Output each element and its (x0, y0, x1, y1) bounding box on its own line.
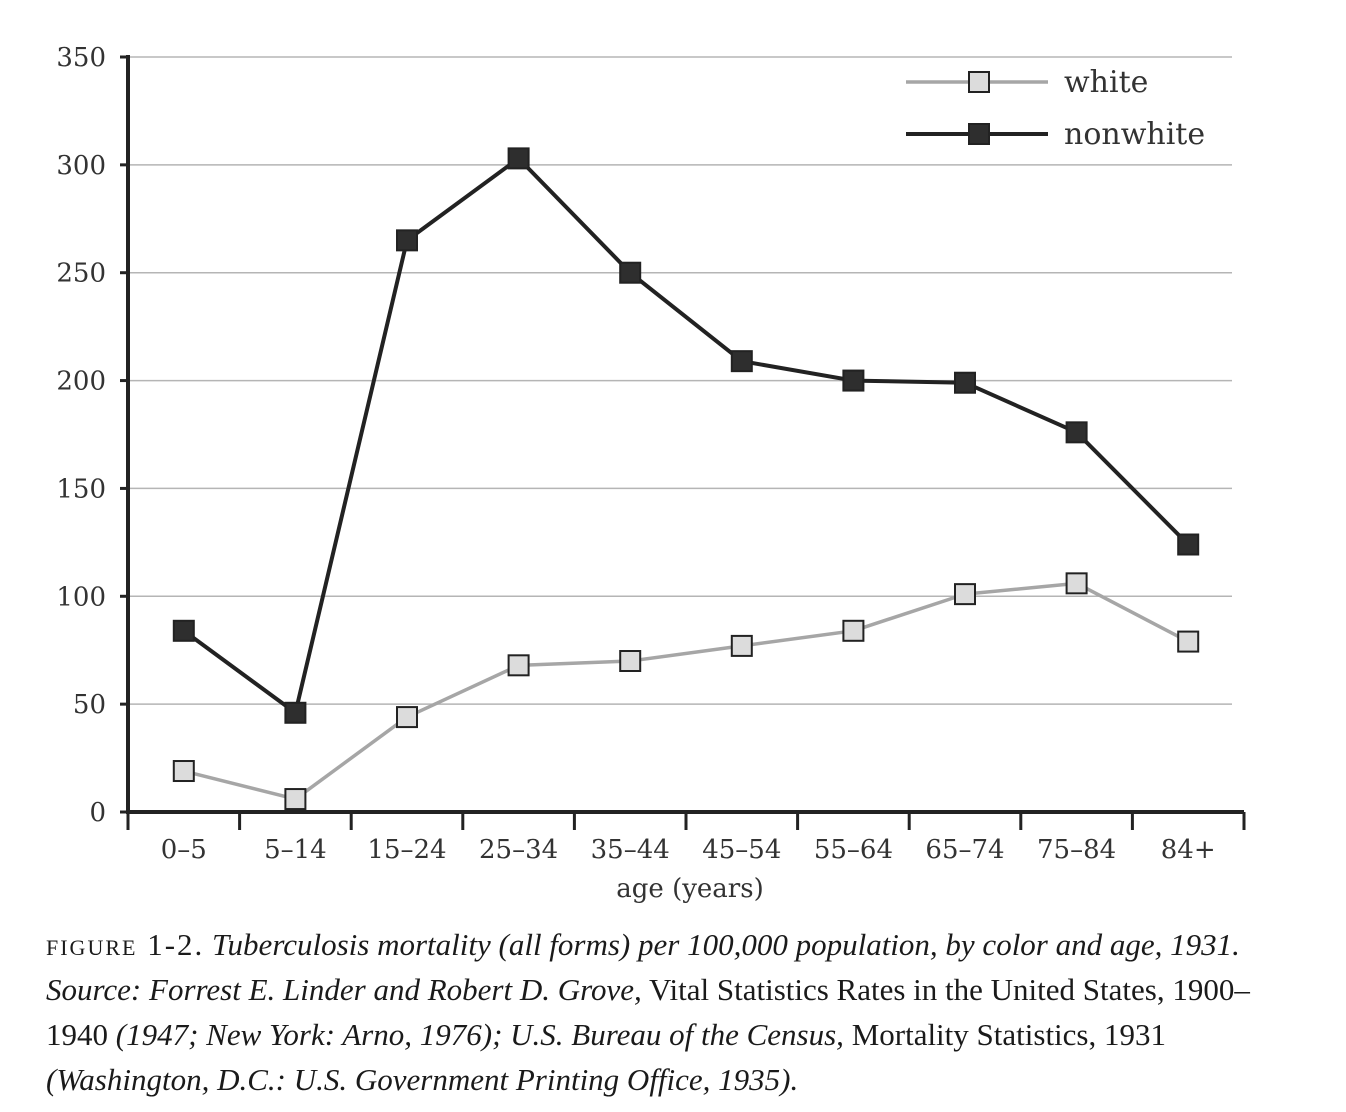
gridlines (128, 56, 1232, 705)
legend-marker-white (968, 71, 990, 93)
y-tick-label: 150 (56, 474, 106, 504)
data-point-nonwhite (954, 371, 976, 394)
caption-label: figure 1-2. (46, 927, 205, 962)
x-tick-label: 0–5 (161, 835, 207, 865)
data-point-nonwhite (1177, 533, 1200, 556)
legend-marker-nonwhite (968, 123, 990, 145)
series-layer (172, 147, 1200, 811)
series-line-white (183, 581, 1190, 801)
data-point-nonwhite (1065, 421, 1088, 444)
y-tick-label: 200 (56, 367, 106, 397)
data-point-white (396, 706, 418, 729)
data-point-white (730, 634, 753, 657)
caption-text-2: Vital Statistics Rates in the United Sta… (46, 972, 1250, 1052)
axes: 0 50 100 150 200 250 300 350 0–5 5–14 15–24 25–34 35… (56, 43, 1246, 904)
series-line-nonwhite (182, 156, 1190, 715)
x-axis-title: age (years) (616, 874, 763, 904)
data-point-white (1065, 572, 1088, 595)
line-chart: 0 50 100 150 200 250 300 350 0–5 5–14 15–24 25–34 35… (56, 43, 1246, 904)
x-tick-label: 35–44 (591, 835, 670, 865)
caption-text-4: Mortality Statistics, 1931 (843, 1017, 1166, 1052)
chart-area: 0 50 100 150 200 250 300 350 0–5 5–14 15–24 25–34 35… (56, 43, 1246, 904)
caption-text-5: (Washington, D.C.: U.S. Government Print… (46, 1062, 799, 1097)
data-point-white (619, 650, 642, 672)
y-tick-label: 300 (56, 151, 106, 181)
x-tick-label: 65–74 (925, 835, 1004, 865)
x-tick-label: 84+ (1161, 835, 1216, 865)
data-point-nonwhite (842, 369, 865, 392)
x-tick-label: 75–84 (1037, 835, 1116, 865)
y-tick-label: 350 (56, 43, 106, 73)
data-point-white (284, 788, 307, 811)
x-tick-label: 15–24 (367, 835, 446, 865)
caption-text-3: (1947; New York: Arno, 1976); U.S. Burea… (108, 1017, 844, 1052)
y-tick-label: 0 (89, 798, 106, 828)
data-point-white (842, 619, 865, 642)
data-point-white (1177, 630, 1200, 653)
data-point-nonwhite (396, 229, 418, 252)
series-nonwhite (172, 147, 1200, 724)
data-point-white (954, 583, 976, 606)
data-point-nonwhite (172, 619, 195, 642)
data-point-nonwhite (284, 701, 307, 724)
x-tick-label: 5–14 (264, 835, 327, 865)
x-tick-label: 25–34 (479, 835, 558, 865)
series-white (172, 572, 1200, 811)
y-tick-label: 50 (73, 690, 106, 720)
data-point-white (507, 654, 530, 677)
figure-caption: figure 1-2. Tuberculosis mortality (all … (46, 922, 1296, 1102)
data-point-nonwhite (619, 261, 642, 284)
legend: white nonwhite (906, 65, 1205, 152)
x-tick-label: 45–54 (702, 835, 781, 865)
legend-label-nonwhite: nonwhite (1064, 117, 1205, 152)
x-tick-label: 55–64 (814, 835, 893, 865)
data-point-nonwhite (730, 350, 753, 373)
y-tick-label: 250 (56, 259, 106, 289)
caption-text-1: Tuberculosis mortality (all forms) per 1… (46, 927, 1240, 1007)
data-point-white (172, 760, 195, 783)
legend-label-white: white (1064, 65, 1148, 100)
y-tick-label: 100 (56, 582, 106, 612)
data-point-nonwhite (507, 147, 530, 170)
